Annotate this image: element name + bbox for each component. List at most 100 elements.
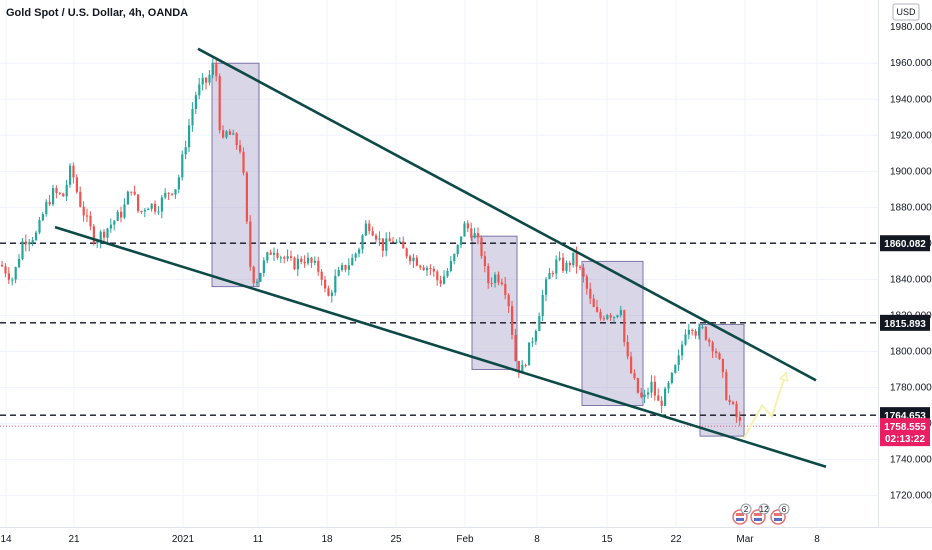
candle-body: [443, 276, 446, 284]
level-tag-label: 1764.653: [884, 411, 926, 422]
level-tag-label: 1815.893: [884, 319, 926, 330]
candle-body: [534, 331, 537, 342]
candle-body: [126, 191, 129, 205]
candle-body: [364, 223, 367, 236]
candle-body: [96, 241, 99, 244]
economic-events[interactable]: 2 12 6: [732, 503, 790, 525]
candle-body: [324, 279, 327, 289]
candle-body: [422, 267, 425, 271]
candle-body: [286, 256, 289, 259]
candle-body: [609, 315, 612, 318]
candle-body: [181, 154, 184, 178]
candle-body: [545, 279, 548, 295]
highlight-box: [471, 235, 518, 370]
candle-body: [273, 252, 276, 255]
candle-body: [701, 326, 704, 328]
horizontal-levels[interactable]: [0, 242, 878, 427]
x-tick-label: Feb: [456, 534, 474, 545]
highlight-boxes[interactable]: [211, 62, 745, 437]
candle-body: [732, 401, 735, 404]
candle-body: [626, 341, 629, 357]
candle-body: [619, 310, 622, 316]
candle-body: [640, 392, 643, 397]
level-tag-label: 1860.082: [884, 239, 926, 250]
candle-body: [232, 133, 235, 135]
candle-body: [205, 77, 208, 83]
candle-body: [562, 257, 565, 271]
event-count-badge: [740, 503, 752, 515]
candle-body: [426, 267, 429, 271]
candle-body: [480, 237, 483, 257]
x-tick-label: 8: [814, 534, 820, 545]
candle-body: [293, 257, 296, 270]
arrow-head: [778, 371, 789, 383]
candle-body: [361, 235, 364, 250]
time-axis[interactable]: 14 21 2021 11 18 25 Feb 8 15 22 Mar 8: [0, 527, 932, 550]
candle-body: [218, 76, 221, 131]
candle-body: [177, 177, 180, 190]
price-axis[interactable]: 1980.000 1960.000 1940.000 1920.000 1900.000…: [878, 0, 932, 550]
candle-body: [1, 265, 4, 267]
candle-body: [405, 248, 408, 257]
candle-body: [79, 191, 82, 207]
grid: [0, 0, 878, 527]
candle-body: [109, 224, 112, 229]
candle-body: [334, 275, 337, 293]
level-tag-bg: [880, 235, 930, 252]
highlight-box: [699, 323, 745, 437]
candle-body: [378, 238, 381, 240]
candle-body: [738, 417, 741, 421]
candle-body: [279, 257, 282, 259]
candle-body: [133, 191, 136, 195]
candle-body: [38, 220, 41, 233]
candle-body: [395, 241, 398, 243]
candle-body: [398, 241, 401, 243]
candle-body: [24, 241, 27, 245]
candle-body: [21, 241, 24, 259]
candle-body: [86, 215, 89, 217]
candle-body: [184, 147, 187, 155]
candle-body: [313, 260, 316, 263]
candle-body: [245, 172, 248, 222]
candle-body: [412, 257, 415, 262]
x-tick-label: 11: [253, 534, 264, 545]
currency-badge[interactable]: USD: [892, 3, 920, 21]
candle-body: [524, 364, 527, 366]
candle-body: [687, 329, 690, 335]
highlight-box: [581, 260, 644, 407]
candle-body: [415, 257, 418, 266]
candle-body: [18, 258, 21, 268]
candle-body: [388, 238, 391, 242]
candle-body: [222, 130, 225, 138]
candle-body: [674, 365, 677, 373]
candle-body: [347, 265, 350, 270]
candle-body: [735, 403, 738, 418]
x-tick-label: 25: [390, 534, 402, 545]
candle-body: [555, 259, 558, 274]
candle-body: [670, 372, 673, 383]
candle-body: [704, 326, 707, 340]
candle-body: [300, 258, 303, 262]
candle-body: [69, 165, 72, 185]
candle-body: [650, 381, 653, 393]
candle-body: [4, 266, 7, 274]
candle-body: [123, 204, 126, 218]
candle-body: [596, 306, 599, 312]
candle-body: [483, 256, 486, 267]
event-flag-stripe: [736, 518, 744, 521]
event-count-label: 2: [744, 505, 749, 514]
candle-body: [725, 372, 728, 400]
candle-body: [691, 329, 694, 332]
candle-body: [130, 191, 133, 193]
candle-body: [92, 226, 95, 244]
candle-body: [385, 238, 388, 251]
candle-body: [541, 294, 544, 317]
trendlines[interactable]: [54, 47, 827, 469]
event-flag-stripe: [754, 518, 762, 521]
projection-arrow[interactable]: [743, 371, 789, 439]
y-tick-label: 1960.000: [890, 58, 932, 69]
candle-body: [211, 64, 214, 75]
candle-body: [137, 194, 140, 212]
trendline: [54, 225, 827, 469]
